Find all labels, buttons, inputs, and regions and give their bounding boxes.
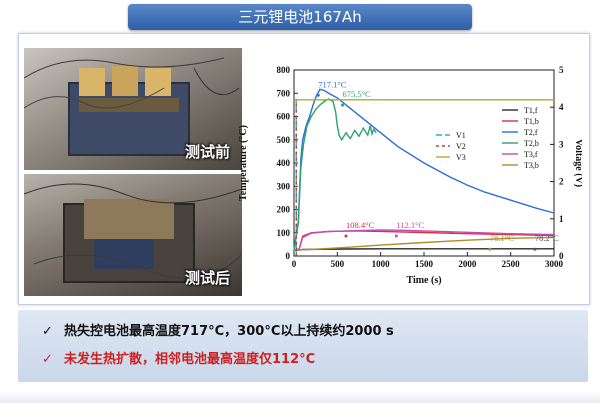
y-right-tick-label: 3 [559,139,564,149]
y-tick-label: 400 [277,158,291,168]
y-tick-label: 100 [277,228,291,238]
annotation-marker [533,247,537,251]
check-icon: ✓ [42,324,53,339]
slide-title: 三元锂电池167Ah [128,4,472,30]
annotation-marker [344,234,348,238]
bottom-shadow [0,391,600,403]
photo-label-after: 测试后 [184,269,230,287]
annotation-marker [316,93,320,97]
summary-panel: ✓ 热失控电池最高温度717°C，300°C以上持续约2000 s ✓ 未发生热扩散… [18,310,588,382]
series-line-t2f [293,88,555,251]
battery-before-image [24,57,240,156]
y-right-tick-label: 2 [559,177,564,187]
annotation-marker [488,247,492,251]
series-line-t1f [293,248,554,251]
y-tick-label: 600 [277,112,291,122]
x-axis-label: Time (s) [406,275,441,286]
summary-line-2: ✓ 未发生热扩散，相邻电池最高温度仅112°C [42,348,315,367]
check-icon: ✓ [42,352,53,367]
y-tick-label: 700 [277,88,291,98]
annotation-label: 108.4°C [346,220,375,230]
x-tick-label: 3000 [545,259,564,269]
annotation-marker [341,103,345,107]
x-tick-label: 2500 [502,259,520,269]
y-tick-label: 800 [277,65,291,75]
series-line-t2b [293,98,377,251]
battery-photo-after: 测试后 [24,174,242,296]
x-tick-label: 2000 [458,259,477,269]
annotation-label: 112.1°C [396,220,424,230]
legend-label: T1,b [524,117,539,126]
series-line-t3f [293,229,555,251]
legend-label: T3,b [524,161,539,170]
y-tick-label: 0 [286,251,291,261]
photo-label-before: 测试前 [184,143,230,161]
y-right-tick-label: 4 [559,102,564,112]
y-right-tick-label: 0 [559,251,564,261]
legend-label: V2 [456,142,466,151]
chart-svg: 0 500 1000 1500 2000 2500 30000100200300400500… [238,65,582,286]
x-tick-label: 0 [292,259,297,269]
summary-text-1: 热失控电池最高温度717°C，300°C以上持续约2000 s [64,324,394,339]
y-tick-label: 200 [277,205,291,215]
annotation-label: 78.2°C [535,233,559,243]
legend-label: T1,f [524,106,538,115]
series-line-t3b [293,236,555,251]
y-right-tick-label: 1 [559,214,564,224]
x-tick-label: 1000 [372,259,391,269]
annotation-label: 78.1°C [490,233,514,243]
annotation-marker [394,234,398,238]
legend-label: V1 [456,131,466,140]
x-tick-label: 1500 [415,259,434,269]
temperature-voltage-chart: 0 500 1000 1500 2000 2500 3000 0 100 200 300 400 500… [232,56,582,296]
legend-label: T2,f [524,128,538,137]
annotation-label: 717.1°C [318,79,347,89]
y-right-axis-label: Voltage (V) [573,139,582,187]
legend-label: T2,b [524,139,539,148]
y-tick-label: 300 [277,181,291,191]
annotation-label: 675.5°C [343,89,372,99]
y-right-tick-label: 5 [559,65,564,75]
x-tick-label: 500 [331,259,345,269]
battery-after-image [24,183,242,283]
legend-label: V3 [456,153,466,162]
y-axis-label: Temperature (°C) [238,125,249,201]
summary-text-2: 未发生热扩散，相邻电池最高温度仅112°C [64,352,316,367]
battery-photo-before: 测试前 [24,48,242,170]
legend-label: T3,f [524,150,538,159]
summary-line-1: ✓ 热失控电池最高温度717°C，300°C以上持续约2000 s [42,320,394,339]
y-tick-label: 500 [277,135,291,145]
